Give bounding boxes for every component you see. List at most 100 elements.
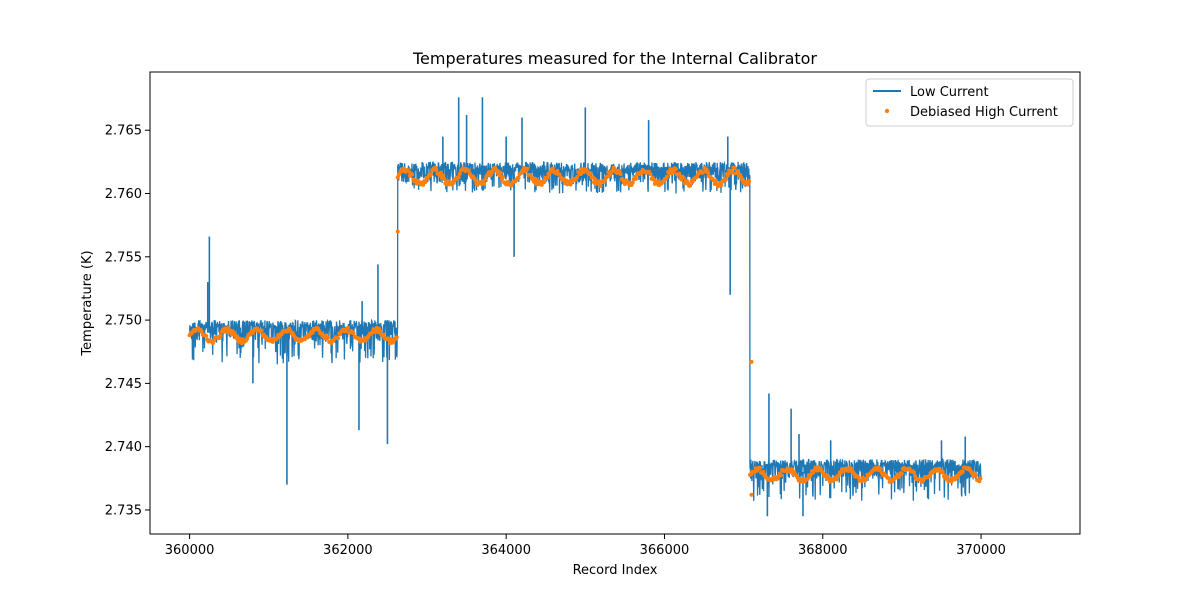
high-current-point <box>545 175 550 180</box>
high-current-point <box>886 476 891 481</box>
high-current-point <box>351 331 356 336</box>
high-current-point <box>539 182 544 187</box>
high-current-point <box>438 170 443 175</box>
high-current-point <box>723 178 728 183</box>
high-current-point <box>259 328 264 333</box>
high-current-point <box>542 180 546 185</box>
series-low-current-line <box>188 160 982 501</box>
y-axis-label: Temperature (K) <box>80 250 95 356</box>
high-current-point <box>671 170 676 175</box>
y-tick-label: 2.750 <box>105 314 142 329</box>
high-current-point <box>665 174 669 179</box>
high-current-point <box>555 168 560 173</box>
high-current-point <box>732 165 737 170</box>
high-current-point <box>598 184 603 189</box>
high-current-point <box>441 173 446 178</box>
high-current-point <box>489 170 494 175</box>
high-current-point <box>466 168 471 173</box>
high-current-point <box>525 166 530 171</box>
high-current-point <box>218 333 223 338</box>
high-current-point <box>864 476 869 481</box>
high-current-point <box>346 325 351 330</box>
high-current-point <box>528 172 533 177</box>
y-tick-label: 2.745 <box>105 377 142 392</box>
high-current-point <box>425 176 430 181</box>
high-current-point <box>501 175 505 180</box>
high-current-point <box>579 167 584 172</box>
high-current-point <box>747 179 751 184</box>
high-current-point <box>945 474 950 479</box>
high-current-point <box>757 466 762 470</box>
legend-label-low-current: Low Current <box>910 85 989 100</box>
legend-dot-swatch <box>884 108 890 114</box>
high-current-point <box>681 175 686 180</box>
high-current-point <box>509 183 514 188</box>
chart-title: Temperatures measured for the Internal C… <box>412 49 817 68</box>
x-tick-label: 364000 <box>481 543 531 558</box>
high-current-point <box>535 178 540 183</box>
high-current-point <box>719 183 724 188</box>
high-current-point <box>434 168 439 173</box>
high-current-point <box>532 179 537 184</box>
high-current-point <box>899 471 904 476</box>
high-current-point <box>761 469 766 474</box>
high-current-outlier <box>395 229 400 234</box>
high-current-point <box>878 466 883 471</box>
high-current-point <box>949 479 954 484</box>
plot-frame <box>149 71 1081 535</box>
high-current-point <box>421 182 426 187</box>
high-current-point <box>618 172 623 176</box>
high-current-point <box>974 473 978 478</box>
high-current-point <box>226 325 231 330</box>
high-current-point <box>778 473 783 478</box>
high-current-point <box>550 166 555 171</box>
high-current-point <box>677 171 682 176</box>
high-current-point <box>237 336 242 341</box>
high-current-point <box>735 169 740 174</box>
high-current-point <box>730 170 735 175</box>
high-current-point <box>568 182 573 187</box>
high-current-point <box>378 329 383 334</box>
high-current-point <box>442 176 447 181</box>
legend-box <box>865 78 1074 127</box>
high-current-point <box>575 174 580 179</box>
x-tick-label: 366000 <box>640 543 690 558</box>
high-current-point <box>199 329 204 334</box>
high-current-point <box>911 470 916 475</box>
high-current-point <box>821 470 826 475</box>
high-current-point <box>588 171 593 176</box>
high-current-point <box>856 475 861 480</box>
legend-label-high-current: Debiased High Current <box>910 105 1058 120</box>
y-tick-label: 2.735 <box>105 503 142 518</box>
high-current-point <box>423 179 428 184</box>
high-current-outlier <box>749 492 754 497</box>
x-tick-label: 370000 <box>956 543 1006 558</box>
high-current-point <box>913 473 918 478</box>
high-current-point <box>516 175 521 180</box>
x-tick-label: 362000 <box>323 543 373 558</box>
high-current-point <box>498 170 503 175</box>
high-current-point <box>940 469 945 474</box>
high-current-point <box>651 177 656 182</box>
high-current-point <box>310 330 315 335</box>
high-current-point <box>394 335 399 340</box>
high-current-point <box>713 178 718 183</box>
y-tick-label: 2.740 <box>105 440 142 455</box>
high-current-point <box>688 183 693 188</box>
high-current-point <box>630 180 635 185</box>
y-tick-label: 2.755 <box>105 250 142 265</box>
high-current-point <box>457 171 462 176</box>
high-current-point <box>607 173 612 178</box>
high-current-outlier <box>749 359 754 364</box>
high-current-point <box>648 172 653 176</box>
high-current-point <box>655 179 660 184</box>
high-current-point <box>326 335 331 340</box>
high-current-point <box>381 332 386 337</box>
high-current-point <box>245 336 250 341</box>
high-current-point <box>410 172 415 177</box>
high-current-point <box>745 182 750 187</box>
high-current-point <box>978 476 983 481</box>
high-current-point <box>838 471 843 476</box>
high-current-point <box>927 474 932 479</box>
